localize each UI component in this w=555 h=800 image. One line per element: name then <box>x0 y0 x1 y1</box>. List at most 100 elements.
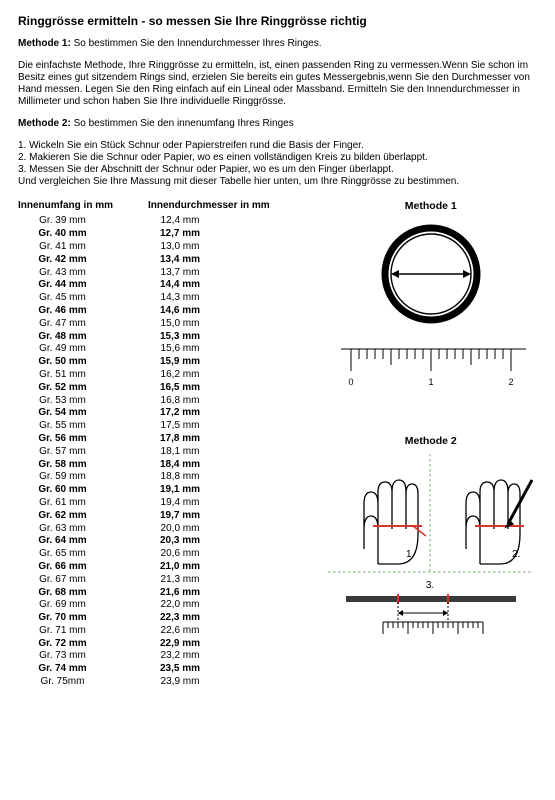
table-row: Gr. 75mm23,9 mm <box>18 676 315 689</box>
table-row: Gr. 67 mm21,3 mm <box>18 574 315 587</box>
table-row: Gr. 65 mm20,6 mm <box>18 548 315 561</box>
diagram2-title: Methode 2 <box>325 435 538 448</box>
diagram-method1: Methode 1 0 1 2 <box>325 200 538 409</box>
cell-diameter: 12,7 mm <box>135 228 225 241</box>
cell-diameter: 20,0 mm <box>135 523 225 536</box>
method2-heading: Methode 2: So bestimmen Sie den innenumf… <box>18 118 537 130</box>
table-row: Gr. 70 mm22,3 mm <box>18 612 315 625</box>
cell-diameter: 15,6 mm <box>135 343 225 356</box>
diagram-method2: Methode 2 1. <box>325 435 538 654</box>
table-row: Gr. 52 mm16,5 mm <box>18 382 315 395</box>
table-row: Gr. 43 mm13,7 mm <box>18 267 315 280</box>
method1-label: Methode 1: <box>18 38 71 49</box>
step-3: 3. Messen Sie der Abschnitt der Schnur o… <box>18 164 537 176</box>
table-row: Gr. 64 mm20,3 mm <box>18 535 315 548</box>
step-note: Und vergleichen Sie Ihre Massung mit die… <box>18 176 537 188</box>
cell-circumference: Gr. 40 mm <box>18 228 135 241</box>
cell-diameter: 23,9 mm <box>135 676 225 689</box>
cell-diameter: 14,6 mm <box>135 305 225 318</box>
cell-circumference: Gr. 73 mm <box>18 650 135 663</box>
cell-diameter: 14,3 mm <box>135 292 225 305</box>
cell-diameter: 18,8 mm <box>135 471 225 484</box>
cell-circumference: Gr. 74 mm <box>18 663 135 676</box>
table-row: Gr. 49 mm15,6 mm <box>18 343 315 356</box>
cell-circumference: Gr. 47 mm <box>18 318 135 331</box>
table-row: Gr. 47 mm15,0 mm <box>18 318 315 331</box>
cell-diameter: 15,0 mm <box>135 318 225 331</box>
table-row: Gr. 40 mm12,7 mm <box>18 228 315 241</box>
table-row: Gr. 39 mm12,4 mm <box>18 215 315 228</box>
cell-circumference: Gr. 64 mm <box>18 535 135 548</box>
step-2: 2. Makieren Sie die Schnur oder Papier, … <box>18 152 537 164</box>
table-row: Gr. 66 mm21,0 mm <box>18 561 315 574</box>
table-row: Gr. 69 mm22,0 mm <box>18 599 315 612</box>
cell-circumference: Gr. 59 mm <box>18 471 135 484</box>
cell-diameter: 17,2 mm <box>135 407 225 420</box>
cell-circumference: Gr. 43 mm <box>18 267 135 280</box>
cell-circumference: Gr. 75mm <box>18 676 135 689</box>
method2-text: So bestimmen Sie den innenumfang Ihres R… <box>74 118 294 129</box>
page-title: Ringgrösse ermitteln - so messen Sie Ihr… <box>18 14 537 28</box>
steps-list: 1. Wickeln Sie ein Stück Schnur oder Pap… <box>18 140 537 188</box>
cell-circumference: Gr. 67 mm <box>18 574 135 587</box>
cell-diameter: 22,9 mm <box>135 638 225 651</box>
table-header-col1: Innenumfang in mm <box>18 200 148 212</box>
cell-circumference: Gr. 70 mm <box>18 612 135 625</box>
cell-circumference: Gr. 54 mm <box>18 407 135 420</box>
cell-circumference: Gr. 56 mm <box>18 433 135 446</box>
step-1: 1. Wickeln Sie ein Stück Schnur oder Pap… <box>18 140 537 152</box>
cell-circumference: Gr. 45 mm <box>18 292 135 305</box>
cell-diameter: 13,4 mm <box>135 254 225 267</box>
table-row: Gr. 45 mm14,3 mm <box>18 292 315 305</box>
cell-circumference: Gr. 52 mm <box>18 382 135 395</box>
table-row: Gr. 41 mm13,0 mm <box>18 241 315 254</box>
table-row: Gr. 58 mm18,4 mm <box>18 459 315 472</box>
cell-diameter: 13,0 mm <box>135 241 225 254</box>
table-row: Gr. 54 mm17,2 mm <box>18 407 315 420</box>
cell-diameter: 14,4 mm <box>135 279 225 292</box>
cell-diameter: 15,3 mm <box>135 331 225 344</box>
cell-circumference: Gr. 55 mm <box>18 420 135 433</box>
table-header: Innenumfang in mm Innendurchmesser in mm <box>18 200 315 212</box>
table-row: Gr. 74 mm23,5 mm <box>18 663 315 676</box>
table-row: Gr. 51 mm16,2 mm <box>18 369 315 382</box>
cell-circumference: Gr. 63 mm <box>18 523 135 536</box>
table-row: Gr. 68 mm21,6 mm <box>18 587 315 600</box>
cell-diameter: 17,5 mm <box>135 420 225 433</box>
cell-circumference: Gr. 62 mm <box>18 510 135 523</box>
cell-circumference: Gr. 57 mm <box>18 446 135 459</box>
cell-diameter: 19,7 mm <box>135 510 225 523</box>
cell-circumference: Gr. 49 mm <box>18 343 135 356</box>
hand-label-2: 2. <box>512 549 520 560</box>
table-row: Gr. 48 mm15,3 mm <box>18 331 315 344</box>
table-row: Gr. 50 mm15,9 mm <box>18 356 315 369</box>
cell-circumference: Gr. 46 mm <box>18 305 135 318</box>
ruler-label-1: 1 <box>428 377 433 387</box>
method1-heading: Methode 1: So bestimmen Sie den Innendur… <box>18 38 537 50</box>
cell-diameter: 18,4 mm <box>135 459 225 472</box>
table-row: Gr. 53 mm16,8 mm <box>18 395 315 408</box>
diagram1-title: Methode 1 <box>325 200 538 213</box>
table-row: Gr. 56 mm17,8 mm <box>18 433 315 446</box>
cell-diameter: 23,5 mm <box>135 663 225 676</box>
table-body: Gr. 39 mm12,4 mmGr. 40 mm12,7 mmGr. 41 m… <box>18 215 315 688</box>
ruler-label-0: 0 <box>348 377 353 387</box>
cell-diameter: 18,1 mm <box>135 446 225 459</box>
content-row: Innenumfang in mm Innendurchmesser in mm… <box>18 200 537 688</box>
cell-circumference: Gr. 60 mm <box>18 484 135 497</box>
cell-circumference: Gr. 58 mm <box>18 459 135 472</box>
table-row: Gr. 55 mm17,5 mm <box>18 420 315 433</box>
cell-diameter: 15,9 mm <box>135 356 225 369</box>
cell-diameter: 19,4 mm <box>135 497 225 510</box>
cell-circumference: Gr. 39 mm <box>18 215 135 228</box>
cell-diameter: 13,7 mm <box>135 267 225 280</box>
cell-circumference: Gr. 48 mm <box>18 331 135 344</box>
table-row: Gr. 61 mm19,4 mm <box>18 497 315 510</box>
ruler-label-2: 2 <box>508 377 513 387</box>
cell-diameter: 16,5 mm <box>135 382 225 395</box>
cell-diameter: 17,8 mm <box>135 433 225 446</box>
cell-circumference: Gr. 68 mm <box>18 587 135 600</box>
method1-text: So bestimmen Sie den Innendurchmesser Ih… <box>74 38 322 49</box>
paragraph-1: Die einfachste Methode, Ihre Ringgrösse … <box>18 60 537 108</box>
cell-diameter: 22,6 mm <box>135 625 225 638</box>
